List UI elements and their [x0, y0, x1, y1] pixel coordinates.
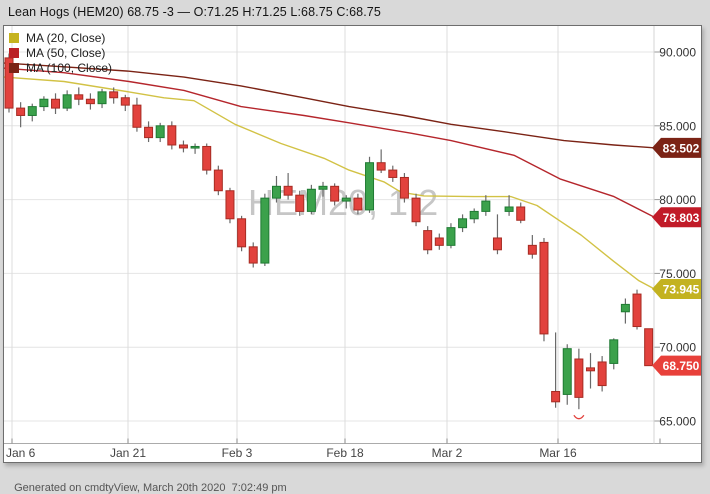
price-badge-label: 83.502: [663, 141, 700, 155]
legend-swatch-icon: [9, 62, 19, 73]
y-axis-label: 70.000: [659, 341, 696, 355]
price-badge-label: 73.945: [663, 282, 700, 296]
candle-up: [27, 106, 37, 116]
candle-down: [225, 190, 235, 220]
candle-down: [586, 367, 595, 372]
legend-swatch-icon: [9, 47, 19, 58]
candle-down: [527, 244, 537, 255]
candle-down: [376, 162, 386, 171]
candle-up: [190, 145, 200, 149]
ma-line: [4, 62, 655, 149]
candle-down: [574, 358, 584, 398]
legend-item: MA (50, Close): [9, 45, 112, 60]
y-axis-label: 75.000: [659, 267, 696, 281]
legend-item: MA (100, Close): [9, 60, 112, 75]
candle-down: [248, 246, 258, 264]
x-axis-label: Mar 2: [432, 446, 463, 460]
x-axis-label: Feb 3: [222, 446, 253, 460]
candle-down: [178, 144, 188, 149]
price-badge: [652, 207, 701, 228]
chart-panel: 90.000 85.000 80.000 75.000 70.000 65.000 HEM2…: [3, 25, 702, 463]
candle-up: [562, 348, 572, 395]
legend-item: MA (20, Close): [9, 30, 112, 45]
y-axis-label: 90.000: [659, 46, 696, 60]
price-badge: [652, 137, 701, 158]
ma-line: [4, 76, 655, 290]
candle-down: [597, 361, 607, 387]
candle-down: [202, 145, 212, 171]
price-badge: [652, 278, 701, 299]
candle-down: [411, 197, 421, 223]
candle-down: [132, 104, 142, 128]
price-badge-label: 68.750: [663, 359, 700, 373]
candle-down: [74, 94, 84, 100]
candle-down: [539, 241, 549, 335]
price-badge-label: 78.803: [663, 211, 700, 225]
candle-down: [295, 194, 305, 212]
instrument-quote-title: Lean Hogs (HEM20) 68.75 -3 — O:71.25 H:7…: [8, 5, 381, 19]
legend-label: MA (100, Close): [26, 60, 113, 75]
candle-up: [155, 125, 165, 139]
legend-label: MA (50, Close): [26, 45, 106, 60]
candle-up: [39, 98, 49, 108]
candle-up: [97, 91, 107, 105]
candle-down: [213, 169, 223, 192]
x-axis-label: Mar 16: [539, 446, 577, 460]
candle-up: [365, 162, 375, 211]
y-axis-label: 85.000: [659, 119, 696, 133]
candle-down: [644, 328, 654, 367]
candle-up: [504, 206, 514, 212]
x-axis-label: Feb 18: [326, 446, 364, 460]
candle-down: [283, 185, 293, 196]
candle-up: [260, 197, 270, 264]
legend-label: MA (20, Close): [26, 30, 106, 45]
candle-up: [446, 227, 456, 246]
candle-up: [318, 185, 328, 190]
candle-down: [353, 197, 363, 211]
low-marker-icon: [573, 414, 585, 420]
x-axis-label: Jan 6: [6, 446, 36, 460]
candle-down: [51, 98, 61, 109]
candle-down: [167, 125, 177, 146]
ma-line: [4, 67, 655, 218]
candle-down: [4, 57, 14, 109]
candle-up: [271, 185, 281, 199]
candle-down: [388, 169, 398, 178]
candle-up: [62, 94, 72, 109]
y-axis-label: 80.000: [659, 193, 696, 207]
footer-bar: Generated on cmdtyView, March 20th 2020 …: [0, 464, 710, 494]
y-axis-label: 65.000: [659, 415, 696, 429]
candle-down: [492, 237, 502, 251]
candle-down: [434, 237, 444, 246]
ma-legend: MA (20, Close) MA (50, Close) MA (100, Clo…: [9, 30, 112, 75]
candle-up: [620, 303, 630, 313]
candle-down: [632, 293, 642, 328]
candle-down: [516, 206, 526, 221]
candle-up: [609, 339, 619, 364]
candle-up: [469, 210, 479, 220]
candle-down: [399, 176, 409, 199]
candle-down: [16, 107, 26, 116]
candle-down: [109, 91, 119, 99]
legend-swatch-icon: [9, 32, 19, 43]
candle-up: [481, 200, 491, 212]
chart-svg[interactable]: 90.00085.00080.00075.00070.00065.000HEM2…: [4, 26, 701, 462]
candle-down: [551, 390, 561, 403]
candle-down: [85, 98, 95, 105]
x-axis-label: Jan 21: [110, 446, 146, 460]
candle-down: [120, 97, 130, 106]
candle-up: [458, 218, 468, 229]
candle-down: [423, 230, 433, 251]
candle-down: [144, 126, 154, 139]
candle-down: [237, 218, 247, 248]
price-badge: [652, 355, 701, 376]
candle-up: [306, 188, 316, 212]
candle-down: [330, 185, 340, 202]
title-bar: Lean Hogs (HEM20) 68.75 -3 — O:71.25 H:7…: [0, 0, 710, 25]
candle-up: [341, 197, 351, 202]
